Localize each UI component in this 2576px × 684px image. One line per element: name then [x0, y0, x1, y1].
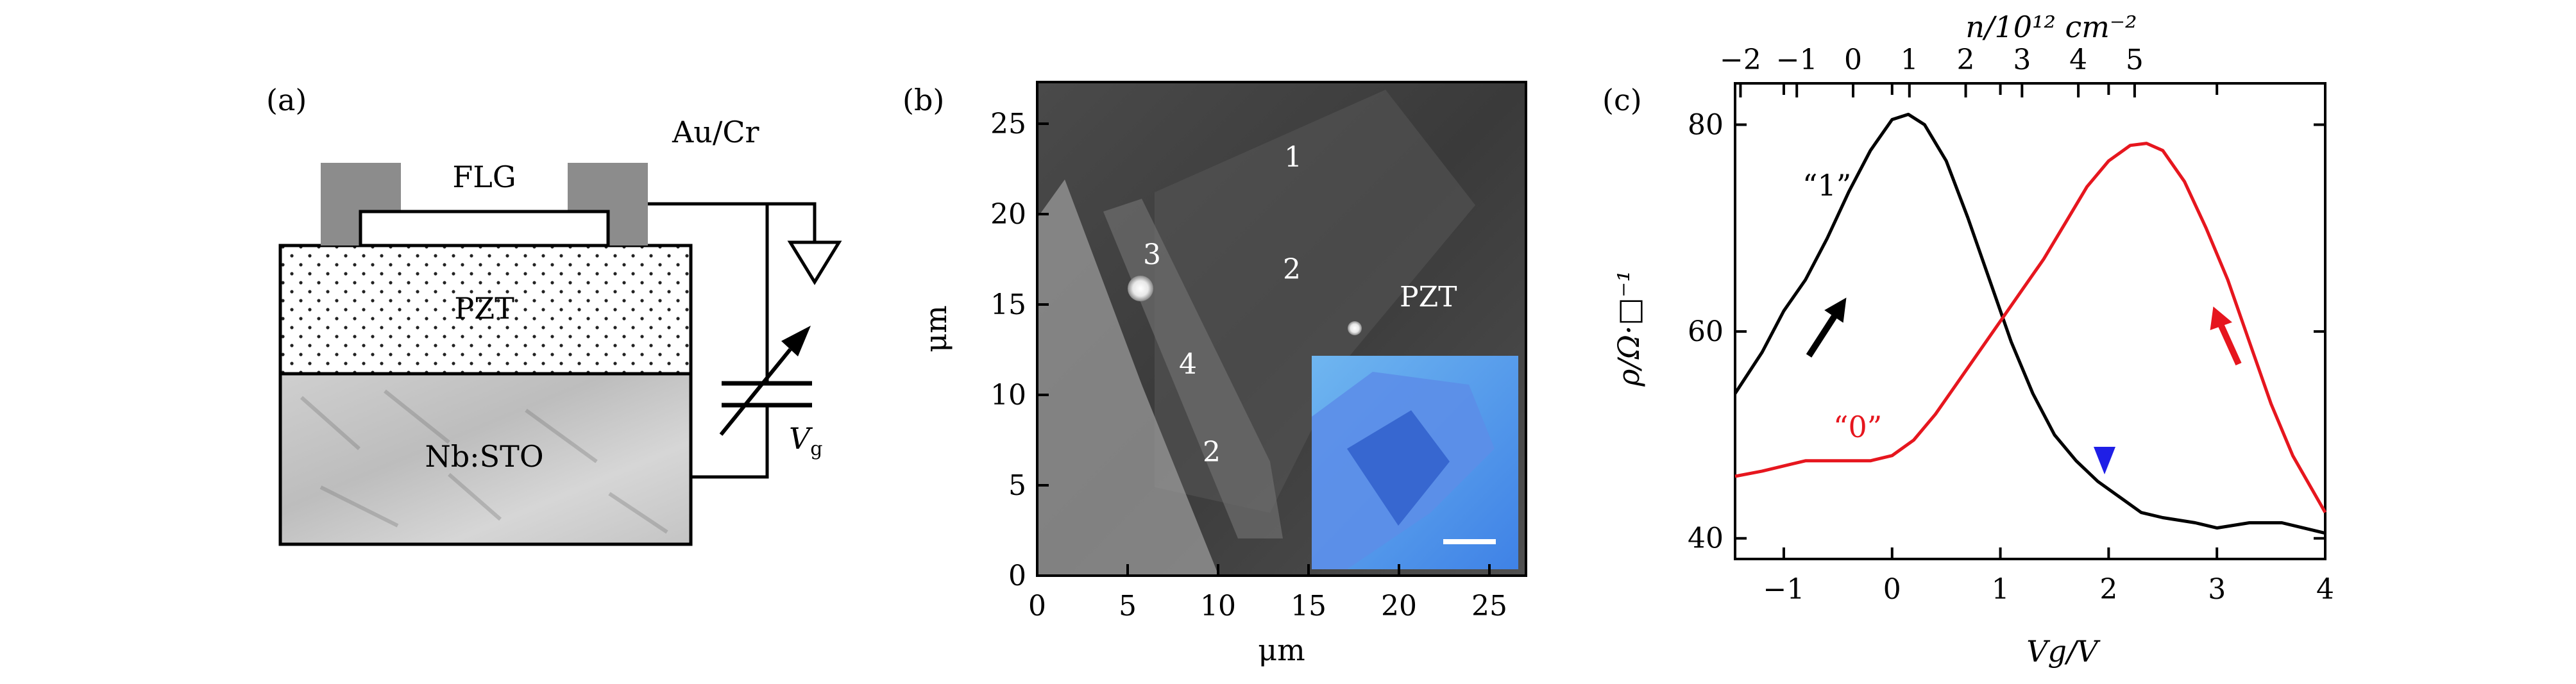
x-tick-label: 1 — [1992, 573, 2010, 606]
region-label-pzt: PZT — [1400, 281, 1457, 313]
flg-label: FLG — [452, 160, 516, 194]
top-tick-label: 5 — [2126, 44, 2144, 76]
plot-c: −1 0 1 2 3 4 40 60 80 −2 −1 0 1 2 3 4 5 — [1688, 44, 2334, 606]
curve0-label: “0” — [1833, 410, 1882, 444]
curve1-label: “1” — [1802, 168, 1851, 203]
afm-xtick: 5 — [1119, 590, 1137, 622]
afm-y-tick-labels: 0 5 10 15 20 25 — [990, 108, 1026, 592]
afm-xtick: 0 — [1028, 590, 1046, 622]
top-axis-label: n/10¹² cm⁻² — [1965, 10, 2137, 44]
y-tick-label: 80 — [1688, 109, 1724, 142]
panel-a-label: (a) — [266, 83, 307, 117]
afm-ytick: 15 — [990, 288, 1026, 321]
afm-x-ticks — [1036, 564, 1491, 576]
top-tick-label: −2 — [1720, 44, 1761, 76]
afm-frame — [1036, 81, 1527, 577]
x-tick-label: −1 — [1763, 573, 1805, 606]
panel-b-label: (b) — [902, 83, 944, 117]
afm-y-label: μm — [919, 305, 953, 353]
x-tick-label: 0 — [1883, 573, 1901, 606]
region-label-2a: 2 — [1283, 253, 1301, 286]
nbsto-label: Nb:STO — [425, 439, 543, 474]
afm-xtick: 15 — [1291, 590, 1326, 622]
top-tick-label: 0 — [1844, 44, 1862, 76]
region-label-4: 4 — [1179, 348, 1197, 381]
afm-ytick: 10 — [990, 379, 1026, 412]
top-tick-label: 4 — [2069, 44, 2087, 76]
afm-y-ticks — [1037, 122, 1049, 577]
panel-c-label: (c) — [1602, 83, 1642, 117]
panel-b: (b) 1 2 3 4 2 PZT — [902, 81, 1527, 667]
series-line-0 — [1734, 142, 2327, 513]
triangle-marker-icon — [2094, 447, 2115, 474]
top-tick-label: −1 — [1776, 44, 1818, 76]
region-label-2b: 2 — [1203, 436, 1221, 469]
afm-x-tick-labels: 0 5 10 15 20 25 — [1028, 590, 1507, 622]
panel-a: (a) Nb:STO PZT FLG Au/Cr — [266, 83, 842, 546]
x-axis-label: Vg/V — [2026, 634, 2101, 669]
arrow-up-red-icon — [2210, 306, 2242, 366]
particle-small — [1348, 321, 1362, 335]
y-tick-label: 60 — [1688, 315, 1724, 348]
circuit — [648, 202, 817, 479]
series-line-1 — [1733, 112, 2326, 535]
variable-capacitor-icon — [719, 326, 812, 436]
afm-xtick: 10 — [1200, 590, 1236, 622]
ground-icon — [787, 240, 842, 285]
nbsto-texture — [300, 389, 668, 534]
top-tick-label: 2 — [1957, 44, 1975, 76]
afm-ytick: 0 — [1008, 560, 1026, 592]
afm-ytick: 20 — [990, 198, 1026, 231]
flg-layer — [359, 210, 610, 247]
vg-label: Vg — [789, 421, 822, 460]
region-label-1: 1 — [1284, 141, 1302, 174]
y-tick-label: 40 — [1688, 522, 1724, 555]
pzt-layer — [278, 244, 693, 376]
y-axis-label: ρ/Ω·□⁻¹ — [1611, 270, 1646, 387]
particle-3 — [1128, 276, 1153, 301]
afm-xtick: 25 — [1471, 590, 1507, 622]
x-tick-label: 3 — [2208, 573, 2226, 606]
pzt-layer-label: PZT — [454, 291, 514, 326]
inset-flake-dark — [1347, 410, 1450, 526]
afm-ytick: 5 — [1008, 469, 1026, 502]
aucr-label: Au/Cr — [672, 115, 759, 149]
afm-labels: 1 2 3 4 2 PZT — [1143, 141, 1457, 469]
region-label-3: 3 — [1143, 238, 1161, 271]
x-tick-label: 2 — [2099, 573, 2117, 606]
afm-ytick: 25 — [990, 108, 1026, 140]
afm-x-label: μm — [1258, 633, 1305, 667]
top-tick-label: 1 — [1901, 44, 1919, 76]
top-tick-label: 3 — [2013, 44, 2031, 76]
plot-frame — [1734, 82, 2326, 560]
flake-stripe — [1037, 179, 1219, 577]
nbsto-layer — [278, 372, 693, 546]
afm-xtick: 20 — [1381, 590, 1417, 622]
arrow-up-black-icon — [1806, 297, 1847, 358]
x-tick-label: 4 — [2316, 573, 2334, 606]
